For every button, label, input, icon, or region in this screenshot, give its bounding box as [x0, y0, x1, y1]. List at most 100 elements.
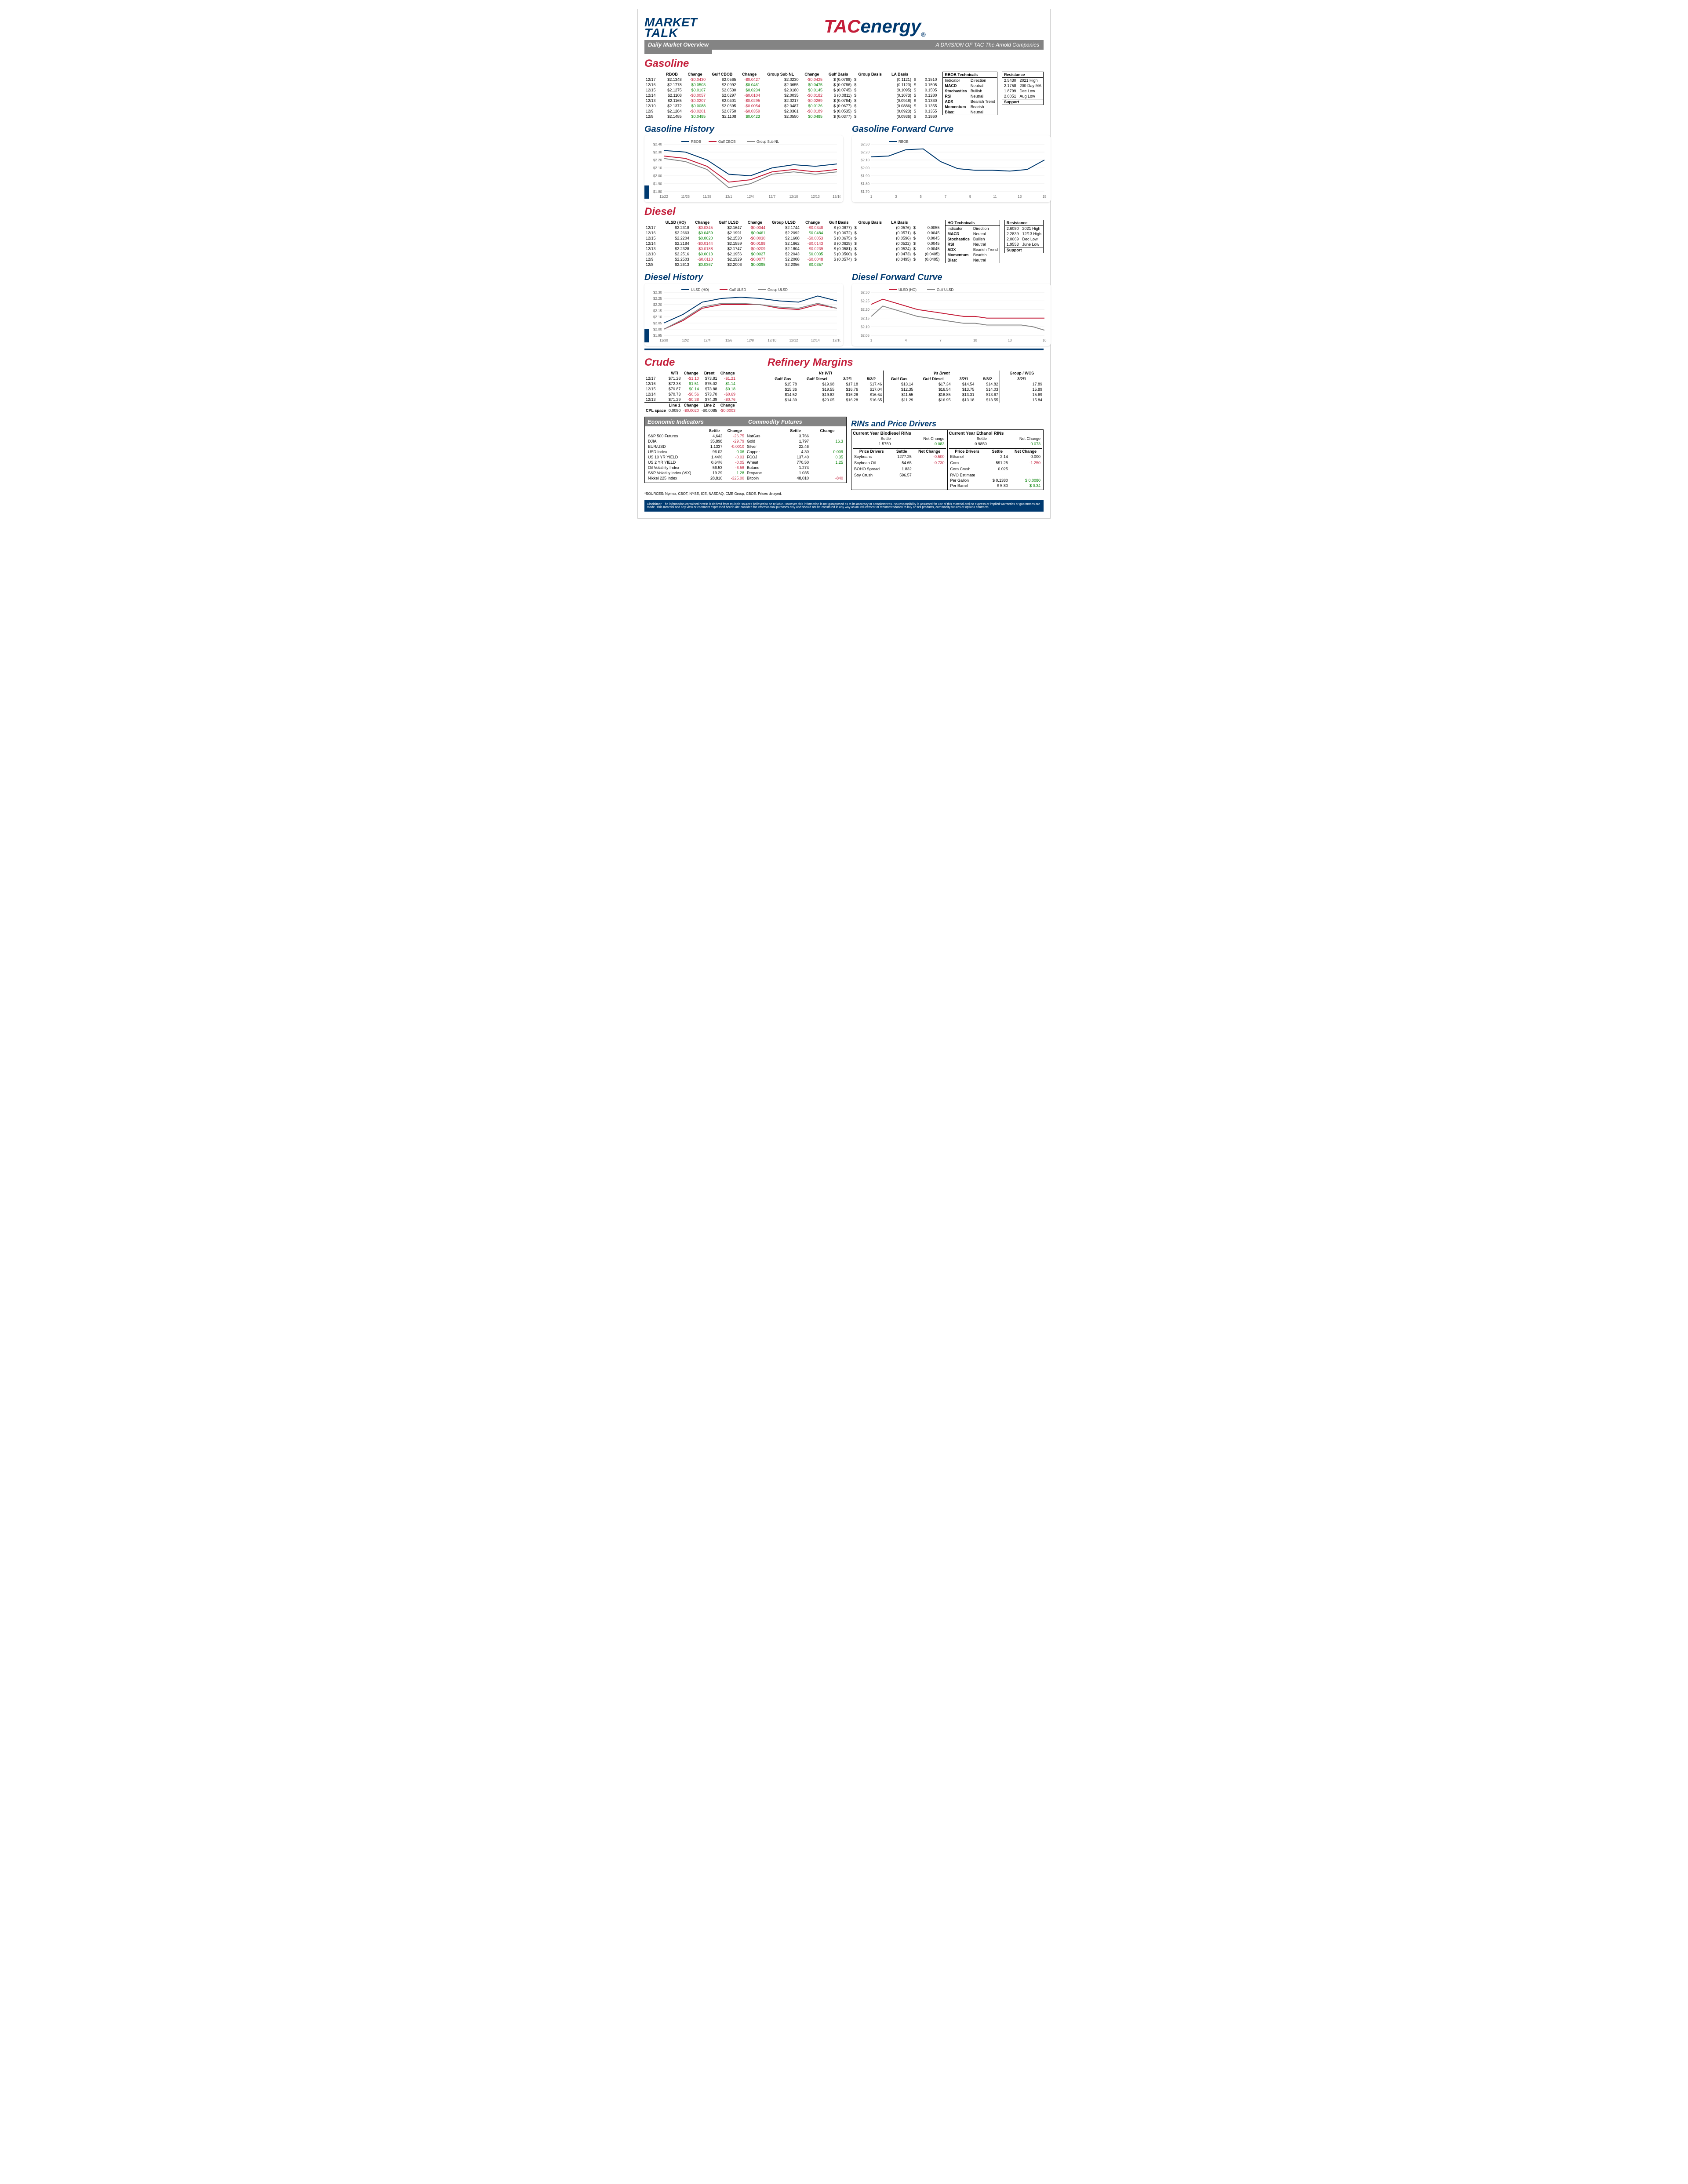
svg-text:12/16: 12/16 [833, 338, 840, 342]
svg-text:11/25: 11/25 [681, 195, 690, 199]
svg-text:5: 5 [920, 195, 922, 199]
svg-text:4: 4 [905, 338, 907, 342]
gas-history-title: Gasoline History [644, 124, 843, 134]
gas-fwd-chart: $1.70$1.80$1.90$2.00$2.10$2.20$2.3013579… [852, 135, 1051, 202]
comm-title: Commodity Futures [746, 417, 846, 426]
diesel-title: Diesel [644, 206, 1044, 218]
margins-table: Vs WTIVs BrentGroup / WCSGulf GasGulf Di… [768, 371, 1044, 403]
svg-text:$2.00: $2.00 [653, 174, 662, 178]
gas-history-chart: $1.80$1.90$2.00$2.10$2.20$2.30$2.4011/22… [644, 135, 843, 202]
svg-text:11/22: 11/22 [659, 195, 668, 199]
svg-text:12/10: 12/10 [768, 338, 777, 342]
disclaimer: Disclaimer: The information contained he… [644, 500, 1044, 512]
svg-text:$2.20: $2.20 [653, 303, 662, 307]
svg-text:12/4: 12/4 [747, 195, 754, 199]
page: MARKETTALK TACenergy® Daily Market Overv… [637, 9, 1051, 519]
svg-text:1: 1 [870, 195, 873, 199]
comm-table: SettleChangeNatGas3.766Gold1,79716.3Silv… [746, 428, 844, 481]
gasoline-resistance: Resistance2.54302021 High2.1758200 Day M… [1002, 72, 1044, 105]
svg-text:12/13: 12/13 [811, 195, 820, 199]
svg-text:$2.30: $2.30 [653, 150, 662, 154]
diesel-fwd-chart: $2.05$2.10$2.15$2.20$2.25$2.30147101316U… [852, 283, 1051, 346]
svg-text:16: 16 [1043, 338, 1047, 342]
svg-text:$2.15: $2.15 [861, 316, 870, 320]
crude-section: Crude WTIChangeBrentChange12/17$71.28-$1… [644, 353, 763, 413]
svg-text:$2.20: $2.20 [653, 158, 662, 162]
svg-text:Gulf ULSD: Gulf ULSD [937, 288, 953, 292]
svg-text:$2.30: $2.30 [861, 291, 870, 294]
svg-text:1: 1 [870, 338, 873, 342]
diesel-history-title: Diesel History [644, 273, 843, 283]
svg-text:$2.25: $2.25 [653, 297, 662, 301]
svg-text:$2.05: $2.05 [653, 321, 662, 325]
svg-text:$2.10: $2.10 [861, 158, 870, 162]
svg-text:$2.05: $2.05 [861, 334, 870, 338]
svg-text:12/7: 12/7 [768, 195, 775, 199]
subtitle: Daily Market Overview [644, 40, 712, 54]
svg-text:$2.10: $2.10 [653, 166, 662, 170]
svg-text:12/2: 12/2 [682, 338, 689, 342]
svg-text:3: 3 [895, 195, 897, 199]
gasoline-table: RBOBChangeGulf CBOBChangeGroup Sub NLCha… [644, 72, 938, 119]
svg-text:12/16: 12/16 [833, 195, 840, 199]
svg-text:$2.00: $2.00 [653, 327, 662, 331]
svg-text:$1.80: $1.80 [861, 182, 870, 186]
svg-text:ULSD (HO): ULSD (HO) [899, 288, 917, 292]
svg-text:13: 13 [1018, 195, 1022, 199]
diesel-history-chart: $1.95$2.00$2.05$2.10$2.15$2.20$2.25$2.30… [644, 283, 843, 346]
gasoline-tech: RBOB TechnicalsIndicatorDirectionMACDNeu… [942, 72, 997, 116]
tac-logo: TACenergy® [706, 16, 1044, 38]
svg-text:$2.10: $2.10 [653, 315, 662, 319]
svg-text:Gulf ULSD: Gulf ULSD [729, 288, 746, 292]
svg-text:11/30: 11/30 [659, 338, 668, 342]
price-drivers-2: Price DriversSettleNet ChangeEthanol2.14… [949, 448, 1042, 488]
svg-text:$2.15: $2.15 [653, 309, 662, 313]
svg-text:12/10: 12/10 [789, 195, 798, 199]
margins-title: Refinery Margins [768, 356, 1044, 369]
rins-section: RINs and Price Drivers Current Year Biod… [851, 417, 1044, 490]
gas-fwd-wrap: Gasoline Forward Curve $1.70$1.80$1.90$2… [852, 122, 1051, 202]
econ-comm-box: Economic Indicators Commodity Futures Se… [644, 417, 847, 483]
logo-line2: TALK [644, 26, 678, 40]
market-talk-logo: MARKETTALK [644, 17, 697, 38]
division-bar: A DIVISION OF TAC The Arnold Companies [712, 40, 1044, 50]
svg-text:Gulf CBOB: Gulf CBOB [718, 140, 736, 144]
price-drivers-1: Price DriversSettleNet ChangeSoybeans127… [853, 448, 946, 478]
svg-text:$2.20: $2.20 [861, 150, 870, 154]
eth-chg: 0.073 [988, 441, 1042, 447]
svg-text:12/6: 12/6 [725, 338, 732, 342]
svg-text:12/1: 12/1 [725, 195, 732, 199]
svg-text:7: 7 [945, 195, 947, 199]
diesel-table: ULSD (HO)ChangeGulf ULSDChangeGroup ULSD… [644, 220, 941, 267]
svg-text:$2.30: $2.30 [861, 142, 870, 146]
svg-text:RBOB: RBOB [899, 140, 909, 144]
svg-text:ULSD (HO): ULSD (HO) [691, 288, 709, 292]
svg-text:$1.95: $1.95 [653, 334, 662, 338]
margins-section: Refinery Margins Vs WTIVs BrentGroup / W… [768, 353, 1044, 403]
svg-text:Group ULSD: Group ULSD [768, 288, 788, 292]
svg-text:$2.00: $2.00 [861, 166, 870, 170]
svg-text:12/4: 12/4 [704, 338, 711, 342]
econ-title: Economic Indicators [645, 417, 746, 426]
diesel-resistance: Resistance2.60802021 High2.283912/13 Hig… [1004, 220, 1044, 253]
svg-text:12/8: 12/8 [747, 338, 754, 342]
eth-rins-title: Current Year Ethanol RINs [949, 431, 1042, 436]
svg-text:$1.90: $1.90 [653, 182, 662, 186]
svg-text:11: 11 [993, 195, 997, 199]
sources-note: *SOURCES: Nymex, CBOT, NYSE, ICE, NASDAQ… [644, 492, 1044, 496]
svg-text:Group Sub NL: Group Sub NL [757, 140, 779, 144]
svg-text:$2.10: $2.10 [861, 325, 870, 329]
bio-settle: 1.5750 [859, 441, 892, 447]
econ-table: SettleChangeS&P 500 Futures4,642-26.75DJ… [647, 428, 746, 481]
svg-text:13: 13 [1008, 338, 1012, 342]
svg-text:$1.70: $1.70 [861, 190, 870, 194]
svg-text:15: 15 [1043, 195, 1047, 199]
bio-rins-title: Current Year Biodiesel RINs [853, 431, 946, 436]
diesel-tech: HO TechnicalsIndicatorDirectionMACDNeutr… [945, 220, 1000, 263]
svg-text:12/12: 12/12 [789, 338, 798, 342]
gasoline-title: Gasoline [644, 58, 1044, 70]
svg-text:$2.25: $2.25 [861, 299, 870, 303]
svg-text:12/14: 12/14 [811, 338, 820, 342]
gas-history-wrap: Gasoline History $1.80$1.90$2.00$2.10$2.… [644, 122, 843, 202]
svg-text:$2.20: $2.20 [861, 308, 870, 312]
